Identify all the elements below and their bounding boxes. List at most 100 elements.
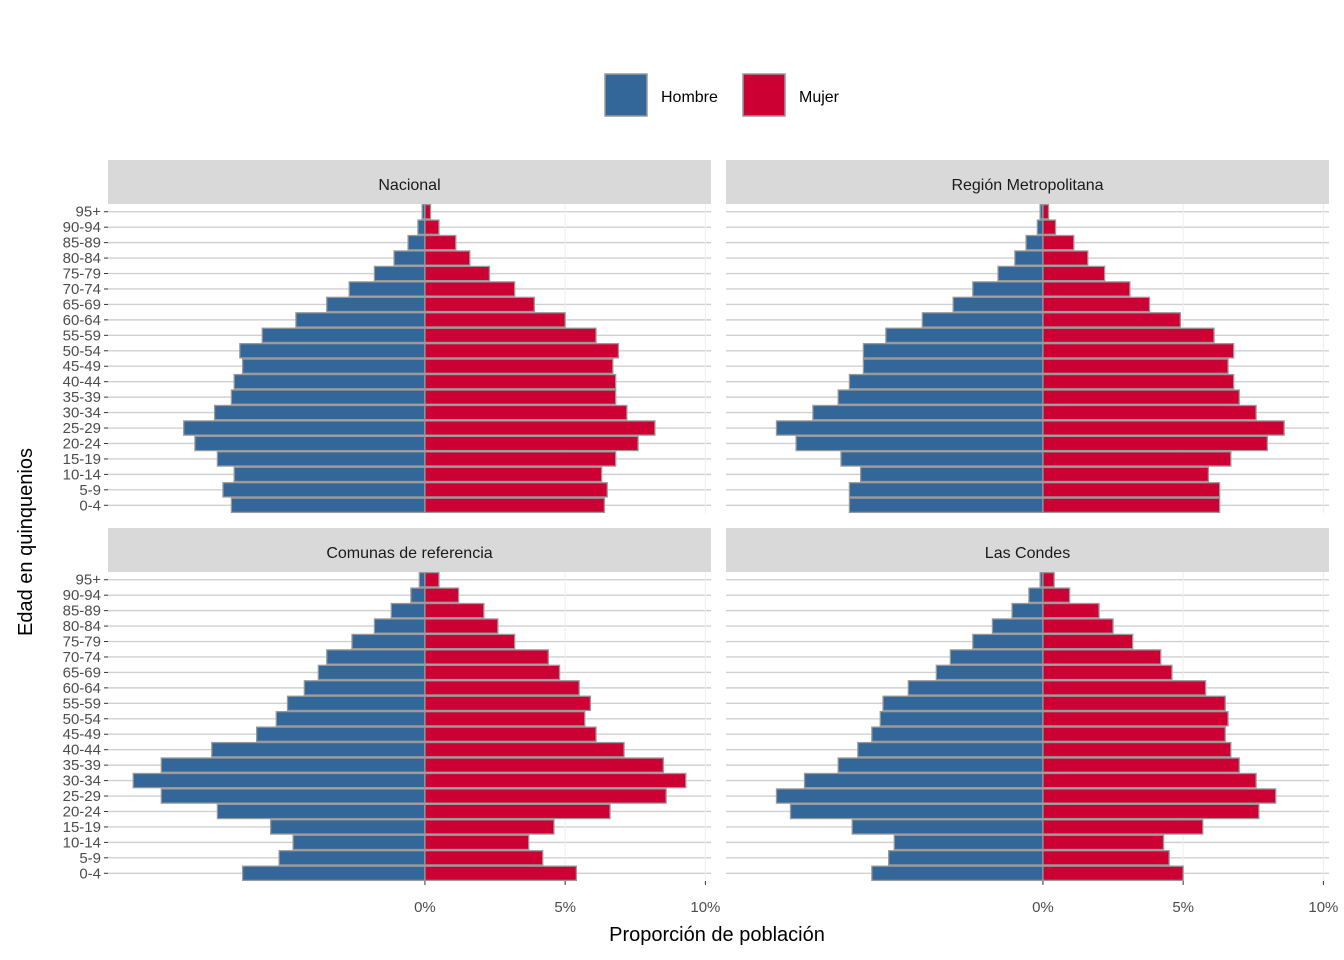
y-tick-label: 20-24 xyxy=(63,435,101,452)
bar-mujer-10-14 xyxy=(424,466,603,483)
panel-2: Región Metropolitana xyxy=(726,160,1329,514)
bar-hombre-10-14 xyxy=(233,466,426,483)
bar-mujer-50-54 xyxy=(424,711,586,727)
y-tick-label: 35-39 xyxy=(63,757,101,774)
bar-hombre-85-89 xyxy=(1025,234,1044,251)
bar-mujer-45-49 xyxy=(424,358,614,374)
panel-strip xyxy=(726,160,1329,204)
y-tick-label: 60-64 xyxy=(63,680,101,697)
panel-strip xyxy=(726,528,1329,572)
bar-hombre-90-94 xyxy=(1036,219,1044,235)
legend-key-hombre xyxy=(604,73,648,117)
bar-hombre-80-84 xyxy=(393,250,426,266)
legend-label-mujer: Mujer xyxy=(799,89,840,106)
bar-mujer-35-39 xyxy=(424,757,664,773)
bar-hombre-10-14 xyxy=(893,834,1044,851)
bar-hombre-70-74 xyxy=(972,281,1044,297)
bar-hombre-65-69 xyxy=(326,296,426,313)
bar-mujer-50-54 xyxy=(1042,343,1235,359)
x-tick-label: 10% xyxy=(1308,899,1338,916)
bar-mujer-45-49 xyxy=(1042,358,1229,374)
bar-hombre-5-9 xyxy=(888,850,1044,866)
bar-mujer-0-4 xyxy=(1042,865,1184,882)
bar-hombre-55-59 xyxy=(885,327,1044,344)
bar-mujer-30-34 xyxy=(424,772,687,789)
bar-hombre-90-94 xyxy=(1028,587,1044,603)
bar-hombre-65-69 xyxy=(935,664,1044,681)
bar-mujer-95+ xyxy=(1042,571,1055,588)
bar-mujer-85-89 xyxy=(424,602,485,619)
bar-mujer-25-29 xyxy=(1042,420,1285,436)
y-tick-label: 50-54 xyxy=(63,343,101,360)
bar-mujer-5-9 xyxy=(1042,850,1170,866)
bar-mujer-45-49 xyxy=(424,726,597,742)
bar-hombre-50-54 xyxy=(275,711,426,727)
bar-mujer-80-84 xyxy=(424,250,471,266)
bar-mujer-70-74 xyxy=(424,281,516,297)
bar-hombre-0-4 xyxy=(241,865,426,882)
bar-mujer-15-19 xyxy=(1042,819,1204,835)
bar-hombre-30-34 xyxy=(812,404,1044,421)
y-tick-label: 20-24 xyxy=(63,803,101,820)
bar-hombre-20-24 xyxy=(795,435,1044,452)
bar-hombre-70-74 xyxy=(348,281,426,297)
bar-hombre-65-69 xyxy=(952,296,1044,313)
bar-hombre-55-59 xyxy=(261,327,426,344)
bar-mujer-60-64 xyxy=(424,680,580,696)
bar-mujer-55-59 xyxy=(1042,327,1215,344)
y-tick-label: 80-84 xyxy=(63,250,101,267)
bar-mujer-15-19 xyxy=(1042,451,1232,467)
bar-mujer-70-74 xyxy=(424,649,549,665)
bar-mujer-30-34 xyxy=(1042,404,1257,421)
bar-hombre-15-19 xyxy=(851,819,1044,835)
y-tick-label: 55-59 xyxy=(63,327,101,344)
bar-hombre-25-29 xyxy=(775,420,1044,436)
bar-mujer-65-69 xyxy=(424,664,561,681)
bar-hombre-15-19 xyxy=(840,451,1044,467)
bar-mujer-90-94 xyxy=(424,219,440,235)
bar-mujer-80-84 xyxy=(424,618,499,634)
panel-3: Comunas de referencia 0-45-910-1415-1920-… xyxy=(63,528,720,916)
y-tick-label: 25-29 xyxy=(63,788,101,805)
bar-hombre-50-54 xyxy=(862,343,1044,359)
y-tick-label: 75-79 xyxy=(63,266,101,283)
y-tick-label: 95+ xyxy=(76,572,102,589)
bar-hombre-80-84 xyxy=(373,618,426,634)
bar-hombre-20-24 xyxy=(216,803,426,820)
bar-mujer-90-94 xyxy=(1042,587,1071,603)
bar-hombre-0-4 xyxy=(871,865,1044,882)
bar-mujer-5-9 xyxy=(424,482,608,498)
bar-mujer-95+ xyxy=(424,571,440,588)
bar-hombre-40-44 xyxy=(848,373,1044,390)
bar-hombre-5-9 xyxy=(222,482,426,498)
bar-mujer-60-64 xyxy=(424,312,566,328)
bar-hombre-95+ xyxy=(418,571,426,588)
bar-mujer-55-59 xyxy=(424,327,597,344)
bar-mujer-85-89 xyxy=(1042,602,1100,619)
bar-mujer-50-54 xyxy=(424,343,620,359)
bar-hombre-90-94 xyxy=(410,587,426,603)
y-tick-label: 0-4 xyxy=(79,497,101,514)
panel-title: Comunas de referencia xyxy=(326,545,492,562)
y-tick-label: 40-44 xyxy=(63,374,101,391)
bar-hombre-20-24 xyxy=(194,435,426,452)
bar-mujer-65-69 xyxy=(1042,296,1151,313)
bar-mujer-55-59 xyxy=(424,695,592,712)
y-tick-label: 5-9 xyxy=(79,850,101,867)
bar-mujer-10-14 xyxy=(424,834,530,851)
bar-mujer-95+ xyxy=(1042,203,1050,220)
bar-mujer-80-84 xyxy=(1042,250,1089,266)
axes: Edad en quinquenios Proporción de poblac… xyxy=(15,448,825,946)
bar-mujer-75-79 xyxy=(1042,633,1134,650)
bar-hombre-80-84 xyxy=(991,618,1044,634)
y-tick-label: 90-94 xyxy=(63,219,101,236)
bar-hombre-20-24 xyxy=(789,803,1044,820)
bar-hombre-70-74 xyxy=(949,649,1044,665)
bar-hombre-45-49 xyxy=(871,726,1044,742)
bar-hombre-75-79 xyxy=(373,265,426,282)
y-tick-label: 40-44 xyxy=(63,742,101,759)
bar-hombre-45-49 xyxy=(862,358,1044,374)
bar-mujer-25-29 xyxy=(424,788,667,804)
bar-mujer-35-39 xyxy=(1042,757,1240,773)
bar-mujer-40-44 xyxy=(424,373,617,390)
